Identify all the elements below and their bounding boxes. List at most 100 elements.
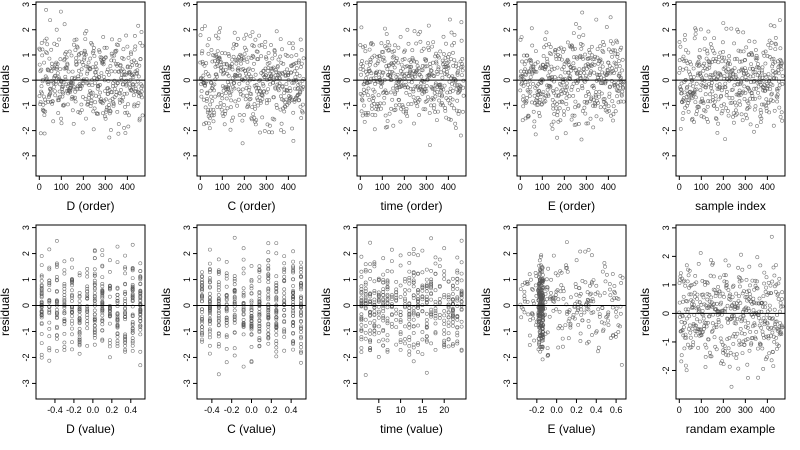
data-point xyxy=(116,80,120,85)
data-point xyxy=(563,70,568,75)
data-point xyxy=(678,66,682,71)
data-point xyxy=(600,60,604,65)
data-point xyxy=(279,60,284,65)
data-point xyxy=(206,51,211,56)
data-point xyxy=(240,87,245,92)
data-point xyxy=(55,336,59,341)
data-point xyxy=(70,299,74,303)
data-point xyxy=(385,269,390,273)
data-point xyxy=(543,37,548,42)
data-point xyxy=(769,325,774,330)
data-point xyxy=(540,92,545,97)
data-point xyxy=(97,94,102,99)
data-point xyxy=(299,341,303,346)
data-point xyxy=(726,353,731,358)
data-point xyxy=(292,62,297,66)
data-point xyxy=(748,122,753,127)
data-point xyxy=(688,82,693,87)
y-axis-label: residuals xyxy=(479,288,493,336)
x-tick-label: 0.6 xyxy=(610,405,623,415)
data-point xyxy=(424,89,429,94)
data-point xyxy=(414,69,419,74)
data-point xyxy=(723,258,728,263)
data-point xyxy=(371,95,376,100)
data-point xyxy=(585,77,590,82)
x-axis-label: E (order) xyxy=(548,199,595,213)
plot-frame xyxy=(35,224,146,400)
data-point xyxy=(130,314,135,319)
data-point xyxy=(127,81,132,86)
data-point xyxy=(103,89,108,94)
data-point xyxy=(70,69,75,74)
data-point xyxy=(203,70,208,74)
data-point xyxy=(769,358,774,363)
data-point xyxy=(559,92,564,96)
data-point xyxy=(732,301,737,306)
data-point xyxy=(414,85,419,90)
data-point xyxy=(52,66,57,71)
data-point xyxy=(359,295,364,300)
data-point xyxy=(207,313,212,317)
data-point xyxy=(216,322,221,327)
data-point xyxy=(137,116,142,121)
data-point xyxy=(727,54,732,59)
data-point xyxy=(446,302,451,307)
data-point xyxy=(411,306,416,310)
data-point xyxy=(115,314,120,319)
data-point xyxy=(715,301,719,306)
data-point xyxy=(217,30,222,35)
data-point xyxy=(47,288,52,293)
data-point xyxy=(40,53,45,58)
data-point xyxy=(273,52,277,57)
data-point xyxy=(253,106,258,111)
data-point xyxy=(298,37,303,42)
data-point xyxy=(359,327,364,332)
data-point xyxy=(381,315,386,320)
data-point xyxy=(450,309,455,313)
data-point xyxy=(130,63,135,68)
data-point xyxy=(223,67,228,72)
data-point xyxy=(359,337,364,342)
data-point xyxy=(684,66,689,71)
data-point xyxy=(48,18,53,23)
data-point xyxy=(91,127,96,132)
data-point xyxy=(385,40,390,44)
data-point xyxy=(92,323,97,328)
data-point xyxy=(769,57,774,62)
data-point xyxy=(733,100,737,105)
data-point xyxy=(100,337,105,342)
data-point xyxy=(212,110,217,115)
data-point xyxy=(252,102,257,107)
data-point xyxy=(447,17,452,22)
data-point xyxy=(590,333,594,337)
data-point xyxy=(224,259,229,264)
data-point xyxy=(697,105,701,110)
data-point xyxy=(398,340,403,345)
data-point xyxy=(251,54,256,59)
data-point xyxy=(611,333,616,338)
data-point xyxy=(765,83,770,88)
data-point xyxy=(407,338,412,342)
data-point xyxy=(620,275,625,280)
data-point xyxy=(241,246,246,251)
data-point xyxy=(443,109,448,113)
data-point xyxy=(528,333,532,338)
data-point xyxy=(761,88,766,93)
data-point xyxy=(360,113,365,118)
data-point xyxy=(537,316,542,321)
y-tick-label: 3 xyxy=(502,2,512,7)
data-point xyxy=(411,331,416,335)
data-point xyxy=(526,89,531,94)
y-tick-label: -1 xyxy=(661,338,671,346)
data-point xyxy=(266,280,271,285)
data-point xyxy=(725,337,730,342)
data-point xyxy=(731,283,736,288)
data-point xyxy=(531,82,536,86)
data-point xyxy=(424,370,429,375)
data-point xyxy=(199,89,204,93)
data-point xyxy=(264,73,269,78)
data-point xyxy=(701,115,706,120)
data-point xyxy=(379,85,384,89)
data-point xyxy=(687,90,692,95)
